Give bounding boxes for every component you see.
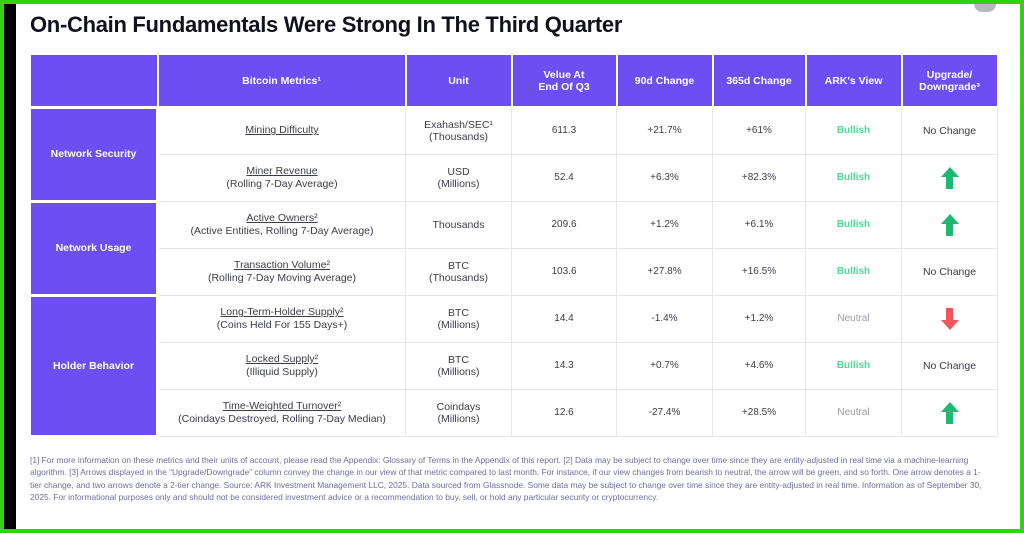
90d-change-cell: -1.4%	[616, 294, 713, 343]
table-row: Holder Behavior Long-Term-Holder Supply²…	[28, 293, 998, 438]
ark-view-cell: Bullish	[805, 200, 902, 249]
value-cell: 611.3	[511, 106, 617, 155]
table-row: Network Security Mining Difficulty Exaha…	[28, 105, 998, 203]
metric-link[interactable]: Long-Term-Holder Supply²	[220, 306, 344, 318]
upgrade-downgrade-cell: No Change	[901, 106, 998, 155]
group-network-usage: Network Usage	[28, 199, 159, 297]
footnote: [1] For more information on these metric…	[30, 454, 982, 503]
metric-cell: Transaction Volume² (Rolling 7-Day Movin…	[157, 247, 406, 296]
metric-link[interactable]: Active Owners²	[246, 212, 318, 224]
90d-change-cell: +21.7%	[616, 106, 713, 155]
table-row: Locked Supply² (Illiquid Supply) BTC (Mi…	[30, 341, 998, 390]
365d-change-cell: +82.3%	[712, 153, 806, 202]
table-row: Transaction Volume² (Rolling 7-Day Movin…	[30, 247, 998, 296]
value-cell: 14.3	[511, 341, 617, 390]
metric-cell: Miner Revenue (Rolling 7-Day Average)	[157, 153, 406, 202]
metric-link[interactable]: Time-Weighted Turnover²	[222, 400, 342, 412]
365d-change-cell: +61%	[712, 106, 806, 155]
ark-view-cell: Bullish	[805, 153, 902, 202]
upgrade-downgrade-cell	[901, 153, 998, 202]
value-cell: 12.6	[511, 388, 617, 437]
unit-cell: Exahash/SEC¹ (Thousands)	[405, 106, 512, 155]
header-365d-change: 365d Change	[711, 53, 807, 108]
metric-subtitle: (Coins Held For 155 Days+)	[216, 319, 348, 331]
metric-subtitle: (Active Entities, Rolling 7-Day Average)	[190, 225, 374, 237]
metric-link[interactable]: Mining Difficulty	[245, 124, 319, 137]
header-bitcoin-metrics: Bitcoin Metrics¹	[156, 53, 407, 108]
upgrade-downgrade-cell	[901, 200, 998, 249]
metric-cell: Mining Difficulty	[157, 106, 406, 155]
value-cell: 103.6	[511, 247, 617, 296]
ark-view-cell: Neutral	[805, 294, 902, 343]
value-cell: 14.4	[511, 294, 617, 343]
ark-view-cell: Bullish	[805, 341, 902, 390]
365d-change-cell: +1.2%	[712, 294, 806, 343]
unit-cell: Coindays (Millions)	[405, 388, 512, 437]
up-arrow-icon	[940, 166, 959, 189]
upgrade-downgrade-cell	[901, 294, 998, 343]
table-row: Time-Weighted Turnover² (Coindays Destro…	[30, 388, 998, 437]
value-cell: 209.6	[511, 200, 617, 249]
ark-view-cell: Bullish	[805, 247, 902, 296]
unit-cell: BTC (Thousands)	[405, 247, 512, 296]
365d-change-cell: +28.5%	[712, 388, 806, 437]
table-header-row: Bitcoin Metrics¹ Unit Velue At End Of Q3…	[28, 53, 999, 108]
group-network-security: Network Security	[28, 105, 159, 203]
ark-view-cell: Neutral	[805, 388, 902, 437]
up-arrow-icon	[940, 213, 959, 236]
value-cell: 52.4	[511, 153, 617, 202]
metric-subtitle: (Rolling 7-Day Average)	[226, 178, 338, 190]
metric-cell: Locked Supply² (Illiquid Supply)	[157, 341, 406, 390]
metric-link[interactable]: Locked Supply²	[245, 353, 319, 365]
change-label: No Change	[922, 265, 977, 278]
365d-change-cell: +6.1%	[712, 200, 806, 249]
change-label: No Change	[922, 124, 977, 137]
header-unit: Unit	[404, 53, 513, 108]
metrics-table: Bitcoin Metrics¹ Unit Velue At End Of Q3…	[28, 53, 999, 438]
metric-link[interactable]: Transaction Volume²	[234, 259, 330, 271]
header-90d-change: 90d Change	[615, 53, 714, 108]
90d-change-cell: -27.4%	[616, 388, 713, 437]
cropped-circle-icon	[974, 4, 996, 12]
unit-cell: BTC (Millions)	[405, 294, 512, 343]
up-arrow-icon	[940, 401, 959, 424]
metric-subtitle: (Rolling 7-Day Moving Average)	[207, 272, 357, 284]
metric-cell: Time-Weighted Turnover² (Coindays Destro…	[157, 388, 406, 437]
header-upgrade-downgrade: Upgrade/ Downgrade³	[900, 53, 999, 108]
90d-change-cell: +27.8%	[616, 247, 713, 296]
metric-subtitle: (Illiquid Supply)	[246, 366, 318, 378]
365d-change-cell: +16.5%	[712, 247, 806, 296]
metric-link[interactable]: Miner Revenue	[246, 165, 318, 177]
header-group-spacer	[28, 53, 159, 108]
metric-subtitle: (Coindays Destroyed, Rolling 7-Day Media…	[178, 413, 386, 425]
group-holder-behavior: Holder Behavior	[28, 293, 159, 438]
upgrade-downgrade-cell: No Change	[901, 247, 998, 296]
slide-content: On-Chain Fundamentals Were Strong In The…	[16, 4, 1020, 529]
90d-change-cell: +6.3%	[616, 153, 713, 202]
metric-cell: Active Owners² (Active Entities, Rolling…	[157, 200, 406, 249]
table-row: Network Usage Active Owners² (Active Ent…	[28, 199, 998, 297]
unit-cell: Thousands	[405, 200, 512, 249]
90d-change-cell: +0.7%	[616, 341, 713, 390]
upgrade-downgrade-cell: No Change	[901, 341, 998, 390]
unit-cell: BTC (Millions)	[405, 341, 512, 390]
header-value-end-q3: Velue At End Of Q3	[510, 53, 618, 108]
metric-cell: Long-Term-Holder Supply² (Coins Held For…	[157, 294, 406, 343]
ark-view-cell: Bullish	[805, 106, 902, 155]
header-arks-view: ARK's View	[804, 53, 903, 108]
left-black-bar	[4, 4, 16, 529]
90d-change-cell: +1.2%	[616, 200, 713, 249]
upgrade-downgrade-cell	[901, 388, 998, 437]
change-label: No Change	[922, 359, 977, 372]
unit-cell: USD (Millions)	[405, 153, 512, 202]
down-arrow-icon	[940, 307, 959, 330]
365d-change-cell: +4.6%	[712, 341, 806, 390]
table-row: Miner Revenue (Rolling 7-Day Average) US…	[30, 153, 998, 202]
page-title: On-Chain Fundamentals Were Strong In The…	[30, 12, 623, 37]
